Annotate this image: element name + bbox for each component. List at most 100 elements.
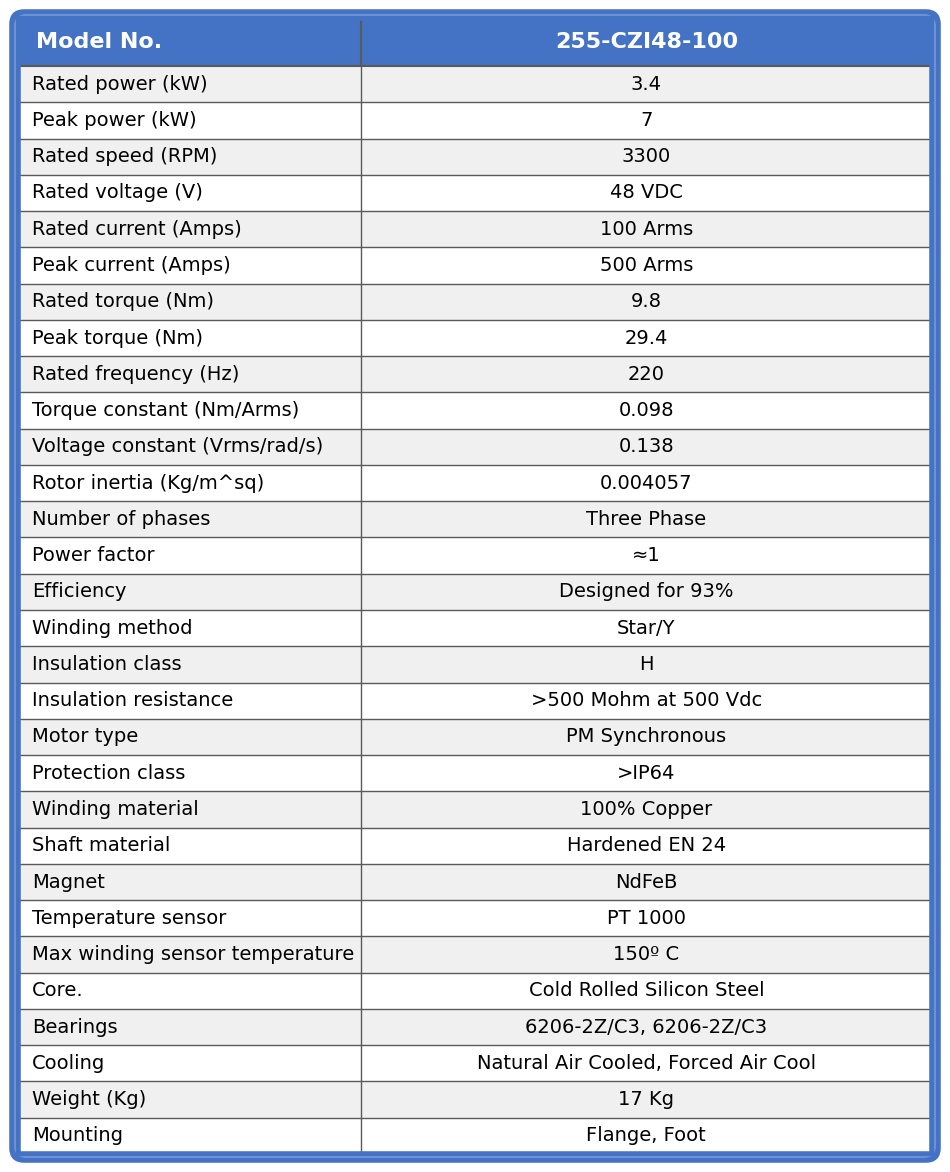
Text: Max winding sensor temperature: Max winding sensor temperature: [32, 945, 354, 965]
Bar: [18, 718, 361, 755]
Bar: [361, 864, 932, 900]
Bar: [361, 320, 932, 356]
Text: 100 Arms: 100 Arms: [599, 219, 693, 239]
Text: 0.098: 0.098: [618, 401, 674, 420]
Text: Rated torque (Nm): Rated torque (Nm): [32, 292, 214, 312]
Bar: [361, 827, 932, 864]
Bar: [18, 211, 361, 247]
Bar: [18, 66, 361, 102]
Text: Magnet: Magnet: [32, 872, 104, 892]
Text: 0.004057: 0.004057: [600, 473, 693, 492]
Text: Star/Y: Star/Y: [618, 619, 675, 638]
Text: 0.138: 0.138: [618, 437, 674, 456]
Bar: [361, 465, 932, 502]
Bar: [361, 284, 932, 320]
Text: Efficiency: Efficiency: [32, 582, 126, 601]
Bar: [18, 646, 361, 682]
Text: Winding method: Winding method: [32, 619, 193, 638]
Text: Peak torque (Nm): Peak torque (Nm): [32, 328, 203, 348]
Text: Torque constant (Nm/Arms): Torque constant (Nm/Arms): [32, 401, 299, 420]
Text: Temperature sensor: Temperature sensor: [32, 908, 226, 928]
Bar: [18, 682, 361, 718]
Text: 29.4: 29.4: [625, 328, 668, 348]
Text: ≈1: ≈1: [632, 546, 661, 565]
Bar: [361, 247, 932, 284]
Text: Voltage constant (Vrms/rad/s): Voltage constant (Vrms/rad/s): [32, 437, 323, 456]
Text: 7: 7: [640, 111, 653, 130]
Text: H: H: [639, 655, 654, 674]
Bar: [361, 973, 932, 1009]
Text: Cold Rolled Silicon Steel: Cold Rolled Silicon Steel: [528, 981, 764, 1000]
Text: Winding material: Winding material: [32, 800, 199, 819]
Bar: [18, 574, 361, 609]
Bar: [361, 755, 932, 791]
Bar: [18, 538, 361, 574]
Bar: [361, 646, 932, 682]
Bar: [361, 936, 932, 973]
Text: Insulation resistance: Insulation resistance: [32, 691, 234, 710]
Bar: [18, 609, 361, 646]
Text: 48 VDC: 48 VDC: [610, 184, 683, 203]
Bar: [361, 102, 932, 138]
Text: 3300: 3300: [621, 148, 671, 166]
Text: PT 1000: PT 1000: [607, 908, 686, 928]
Bar: [18, 102, 361, 138]
FancyBboxPatch shape: [18, 18, 932, 66]
Bar: [361, 682, 932, 718]
Bar: [18, 973, 361, 1009]
Bar: [18, 138, 361, 175]
Bar: [18, 1118, 361, 1154]
Bar: [18, 900, 361, 936]
Bar: [361, 66, 932, 102]
Text: 220: 220: [628, 364, 665, 383]
Text: 150º C: 150º C: [614, 945, 679, 965]
Text: Hardened EN 24: Hardened EN 24: [567, 837, 726, 856]
Text: Rated current (Amps): Rated current (Amps): [32, 219, 241, 239]
Bar: [18, 864, 361, 900]
Bar: [361, 574, 932, 609]
Text: Rated power (kW): Rated power (kW): [32, 75, 208, 94]
Bar: [18, 284, 361, 320]
Bar: [18, 791, 361, 827]
Text: Peak power (kW): Peak power (kW): [32, 111, 197, 130]
Bar: [361, 1009, 932, 1045]
Bar: [18, 755, 361, 791]
FancyBboxPatch shape: [12, 12, 938, 1160]
Text: Model No.: Model No.: [36, 32, 162, 52]
Bar: [361, 429, 932, 465]
Bar: [18, 393, 361, 429]
Bar: [18, 465, 361, 502]
Bar: [18, 429, 361, 465]
Text: Shaft material: Shaft material: [32, 837, 170, 856]
Text: Rated frequency (Hz): Rated frequency (Hz): [32, 364, 239, 383]
Bar: [18, 1082, 361, 1118]
Text: 3.4: 3.4: [631, 75, 662, 94]
Bar: [361, 138, 932, 175]
Bar: [18, 320, 361, 356]
Text: Mounting: Mounting: [32, 1126, 123, 1145]
Text: >500 Mohm at 500 Vdc: >500 Mohm at 500 Vdc: [531, 691, 762, 710]
Text: Natural Air Cooled, Forced Air Cool: Natural Air Cooled, Forced Air Cool: [477, 1054, 816, 1072]
Text: 500 Arms: 500 Arms: [599, 255, 694, 275]
Bar: [18, 936, 361, 973]
Text: 17 Kg: 17 Kg: [618, 1090, 674, 1109]
Bar: [361, 609, 932, 646]
Text: Cooling: Cooling: [32, 1054, 105, 1072]
Bar: [361, 502, 932, 538]
Bar: [361, 538, 932, 574]
Bar: [361, 211, 932, 247]
Text: Designed for 93%: Designed for 93%: [560, 582, 733, 601]
Bar: [18, 356, 361, 393]
Bar: [18, 1045, 361, 1082]
Bar: [361, 900, 932, 936]
Text: Peak current (Amps): Peak current (Amps): [32, 255, 231, 275]
Bar: [18, 247, 361, 284]
Text: Bearings: Bearings: [32, 1017, 118, 1036]
Text: 100% Copper: 100% Copper: [580, 800, 712, 819]
Bar: [18, 827, 361, 864]
Text: >IP64: >IP64: [618, 764, 675, 783]
Text: 9.8: 9.8: [631, 292, 662, 312]
Bar: [18, 42, 932, 66]
Text: Insulation class: Insulation class: [32, 655, 181, 674]
Bar: [18, 175, 361, 211]
